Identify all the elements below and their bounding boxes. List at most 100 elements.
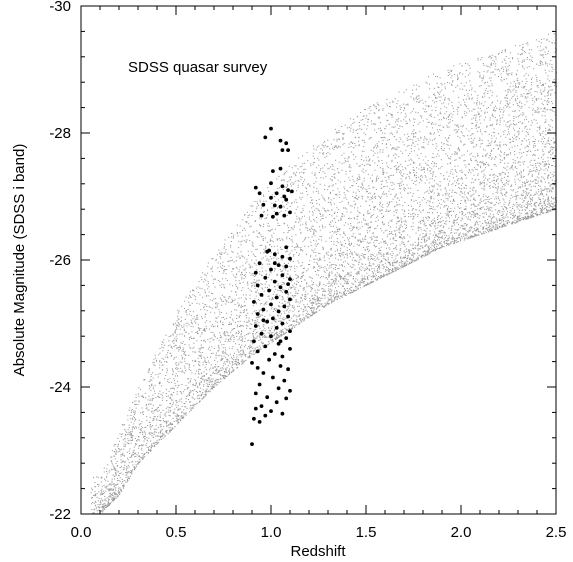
y-axis-label: Absolute Magnitude (SDSS i band) <box>11 144 28 377</box>
black-point <box>269 267 273 272</box>
black-point <box>282 194 287 199</box>
black-point <box>271 214 275 219</box>
black-point <box>272 279 277 284</box>
black-point <box>276 263 281 267</box>
black-point <box>271 169 275 174</box>
x-tick-label: 0.5 <box>166 524 187 541</box>
black-point <box>257 261 262 266</box>
black-point <box>284 396 289 401</box>
black-point <box>255 366 260 370</box>
black-point <box>263 275 268 280</box>
black-point <box>284 141 289 146</box>
black-point <box>263 344 268 349</box>
y-tick-label: -22 <box>49 506 71 523</box>
black-point <box>257 382 262 387</box>
black-point <box>267 357 271 362</box>
black-point <box>250 442 254 446</box>
x-axis-label: Redshift <box>290 543 346 560</box>
black-point <box>255 283 260 288</box>
black-point <box>274 211 279 216</box>
black-point <box>259 331 264 336</box>
black-point <box>282 378 287 383</box>
black-point <box>276 386 281 391</box>
black-point <box>290 189 294 194</box>
black-point <box>255 349 260 354</box>
black-point <box>280 148 285 153</box>
y-tick-label: -28 <box>49 125 71 142</box>
black-point <box>261 202 266 207</box>
black-point <box>259 293 264 297</box>
black-point <box>272 252 277 257</box>
x-axis: 0.0 0.5 1.0 1.5 2.0 2.5 <box>71 6 567 541</box>
black-point <box>288 277 292 281</box>
black-point <box>269 195 273 200</box>
black-point <box>253 324 258 328</box>
black-point <box>253 185 258 190</box>
black-point <box>261 307 266 312</box>
black-point <box>284 289 289 294</box>
black-point <box>267 288 271 293</box>
black-point <box>271 375 275 380</box>
black-point <box>259 404 264 408</box>
black-point <box>278 204 283 209</box>
black-point <box>288 347 292 351</box>
black-point <box>257 420 262 424</box>
black-point <box>269 126 273 131</box>
black-point <box>272 352 277 356</box>
black-point <box>274 326 279 330</box>
x-tick-label: 2.5 <box>546 524 567 541</box>
black-point <box>286 367 290 372</box>
black-point <box>261 371 266 375</box>
black-point <box>263 135 268 140</box>
black-point <box>278 339 283 344</box>
black-point <box>280 254 285 259</box>
black-point <box>271 316 275 321</box>
black-point <box>288 210 292 215</box>
black-point <box>269 181 273 186</box>
black-point <box>284 264 289 269</box>
black-point <box>286 188 290 193</box>
black-point <box>280 184 285 189</box>
black-point <box>269 302 273 307</box>
black-point <box>269 334 273 339</box>
black-point <box>272 203 277 208</box>
black-point <box>272 261 277 266</box>
x-tick-label: 0.0 <box>71 524 92 541</box>
black-point <box>263 413 268 418</box>
black-point <box>288 329 292 333</box>
black-point <box>280 354 285 359</box>
y-axis: -22 -24 -26 -28 -30 <box>49 0 556 523</box>
black-point <box>253 270 258 275</box>
black-point <box>265 395 270 400</box>
black-point <box>255 312 260 316</box>
black-point <box>276 309 281 314</box>
black-point <box>286 148 290 153</box>
black-point <box>280 273 285 278</box>
black-point <box>278 364 283 368</box>
x-tick-label: 2.0 <box>451 524 472 541</box>
y-tick-label: -30 <box>49 0 71 15</box>
black-point <box>274 295 279 300</box>
black-point <box>288 297 292 302</box>
black-point <box>286 314 290 319</box>
x-tick-label: 1.0 <box>261 524 282 541</box>
black-point <box>280 411 285 416</box>
black-point <box>278 285 283 290</box>
black-point <box>282 213 287 218</box>
grey-point-cloud <box>90 33 557 515</box>
black-point <box>269 409 273 413</box>
black-point <box>252 339 256 344</box>
black-point <box>257 191 262 196</box>
x-tick-label: 1.5 <box>356 524 377 541</box>
black-quasar-points <box>250 126 294 446</box>
black-point <box>288 388 292 393</box>
black-point <box>284 245 289 250</box>
black-point <box>278 166 283 171</box>
grey-quasar-points <box>90 33 557 515</box>
black-point <box>261 318 266 323</box>
chart-annotation: SDSS quasar survey <box>128 59 268 76</box>
black-point <box>284 197 289 202</box>
black-point <box>286 282 290 286</box>
black-point <box>253 406 258 411</box>
